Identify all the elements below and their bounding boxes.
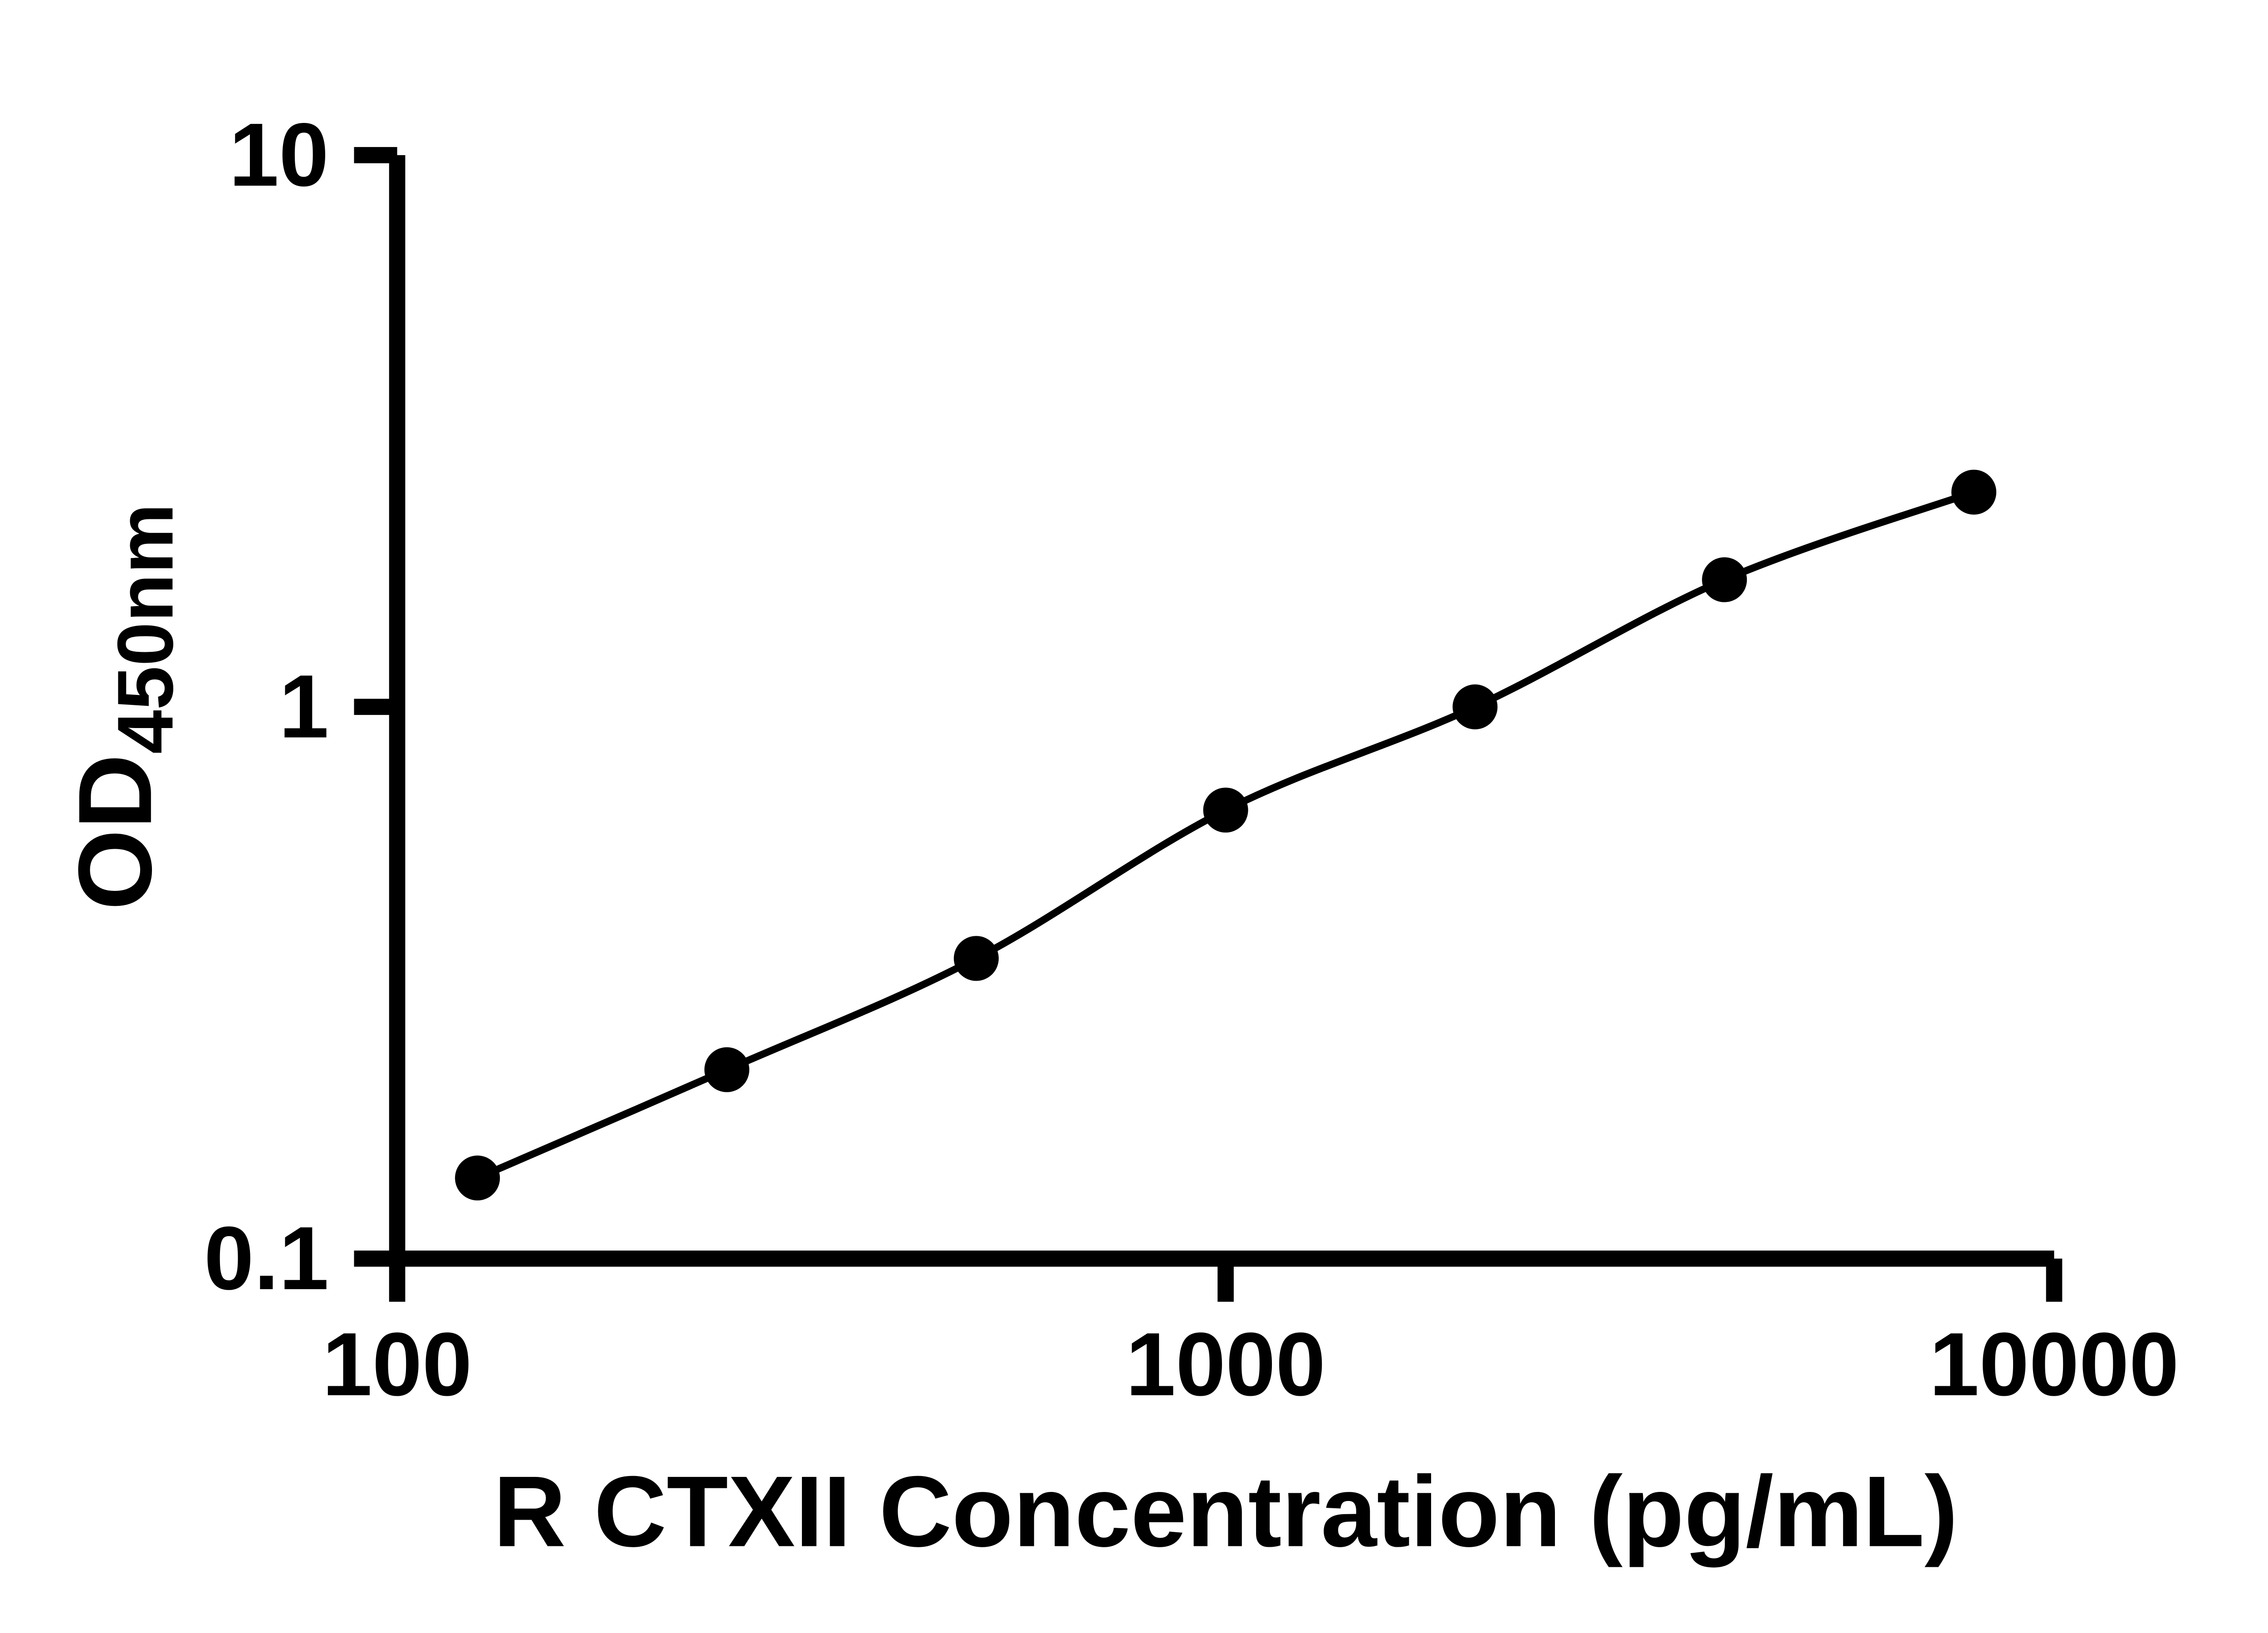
- data-point: [1203, 787, 1248, 833]
- x-tick-label: 1000: [1126, 1314, 1326, 1414]
- y-axis-label: OD450nm: [57, 504, 190, 910]
- axes: [389, 155, 2054, 1267]
- data-point: [1452, 684, 1498, 729]
- data-point: [704, 1047, 749, 1092]
- y-tick-label: 0.1: [204, 1208, 329, 1308]
- y-tick-label: 1: [279, 656, 329, 757]
- x-tick-label: 10000: [1929, 1314, 2179, 1414]
- y-axis-label-subscript: 450nm: [101, 504, 189, 754]
- x-tick-label: 100: [322, 1314, 472, 1414]
- x-axis-label: R CTXII Concentration (pg/mL): [494, 1456, 1958, 1568]
- y-axis-label-main: OD: [57, 754, 173, 910]
- data-point: [1702, 557, 1747, 602]
- plot-area: 100 1000 10000 0.1 1 10: [204, 104, 2179, 1414]
- data-point: [1951, 469, 1997, 515]
- data-point: [455, 1155, 500, 1201]
- y-tick-label: 10: [229, 104, 329, 205]
- curve-line: [476, 489, 1975, 1182]
- data-point: [953, 936, 999, 981]
